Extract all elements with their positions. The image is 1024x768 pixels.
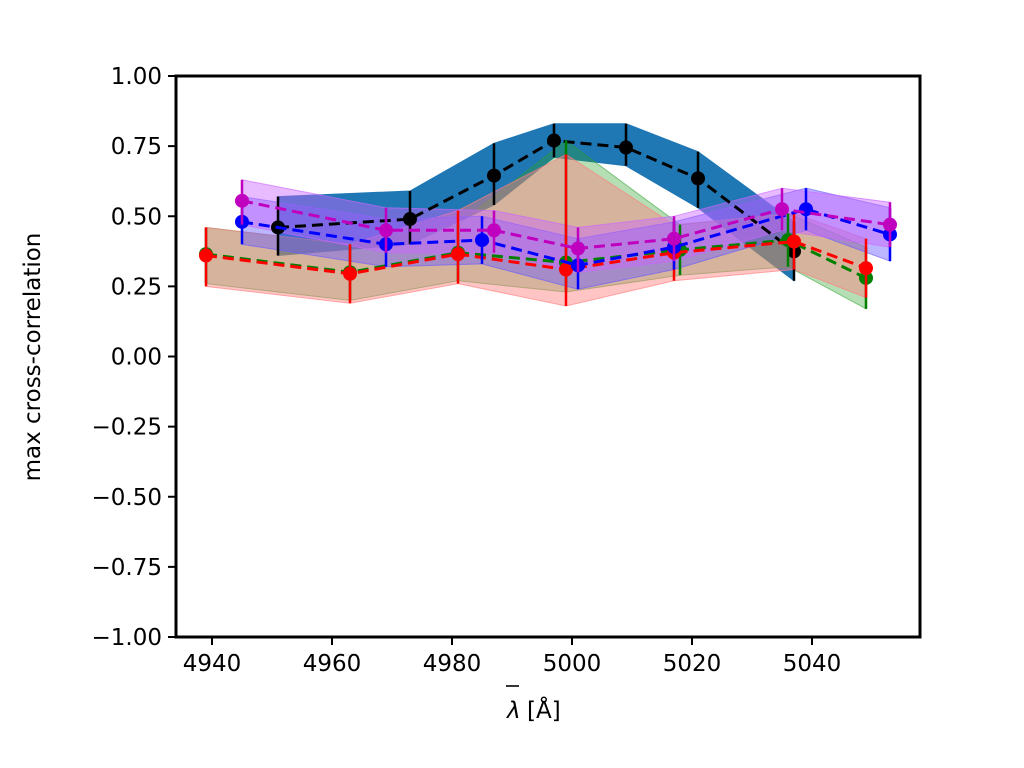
data-point-2-1	[343, 266, 357, 281]
y-tick-label-8: 1.00	[111, 64, 162, 90]
data-point-0-2	[487, 168, 501, 183]
y-tick-label-7: 0.75	[111, 134, 162, 160]
data-point-0-3	[547, 133, 561, 148]
data-point-0-4	[619, 140, 633, 155]
data-point-4-5	[775, 202, 789, 217]
x-tick-label-1: 4960	[303, 651, 362, 677]
y-tick-label-4: 0.00	[111, 345, 162, 371]
data-point-4-6	[883, 217, 897, 232]
x-tick-label-5: 5040	[783, 651, 842, 677]
x-tick-label-4: 5020	[663, 651, 722, 677]
data-point-2-0	[199, 248, 213, 263]
data-point-0-1	[403, 212, 417, 227]
data-point-4-4	[667, 231, 681, 246]
y-tick-label-0: −1.00	[92, 625, 162, 651]
data-point-4-1	[379, 223, 393, 238]
data-point-4-0	[235, 193, 249, 208]
data-point-3-2	[475, 233, 489, 248]
x-axis-label-symbol: λ	[505, 698, 521, 724]
data-point-2-6	[859, 261, 873, 276]
error-bands	[205, 123, 891, 310]
x-axis-label-units: [Å]	[527, 696, 561, 724]
y-tick-label-2: −0.50	[92, 485, 162, 511]
y-tick-label-6: 0.50	[111, 204, 162, 230]
y-tick-label-3: −0.25	[92, 415, 162, 441]
data-point-4-2	[487, 223, 501, 238]
data-point-2-3	[559, 262, 573, 277]
data-point-2-5	[787, 234, 801, 249]
data-point-0-5	[691, 171, 705, 186]
y-axis: −1.00 −0.75 −0.50 −0.25 0.00 0.25 0.50 0.75 1.00	[92, 64, 176, 651]
x-tick-label-3: 5000	[543, 651, 602, 677]
data-series	[199, 123, 897, 309]
y-axis-label: max cross-correlation	[20, 233, 46, 482]
data-point-2-2	[451, 247, 465, 262]
y-tick-label-1: −0.75	[92, 555, 162, 581]
x-tick-label-2: 4980	[423, 651, 482, 677]
x-axis: 4940 4960 4980 5000 5020 5040	[183, 637, 842, 677]
x-tick-label-0: 4940	[183, 651, 242, 677]
y-tick-label-5: 0.25	[111, 274, 162, 300]
data-point-4-3	[571, 241, 585, 256]
x-axis-label: λ [Å]	[505, 685, 561, 724]
